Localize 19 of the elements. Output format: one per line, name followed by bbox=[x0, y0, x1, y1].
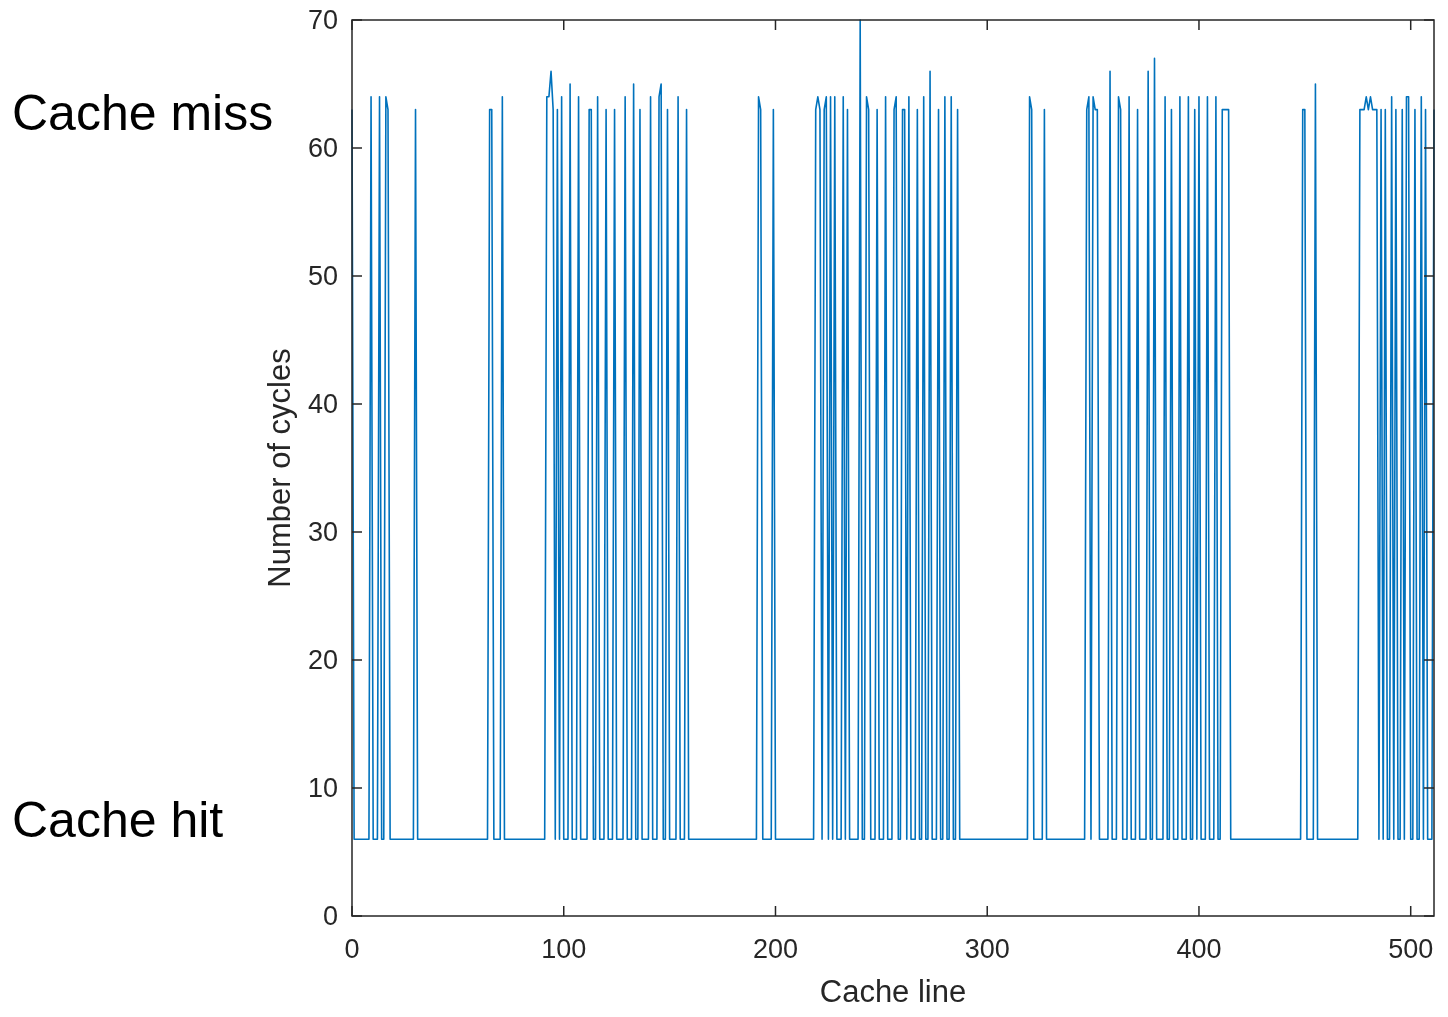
y-axis-title: Number of cycles bbox=[262, 348, 297, 588]
text: Cache hit bbox=[12, 791, 224, 848]
y-tick-label: 70 bbox=[307, 5, 338, 36]
y-tick-label: 50 bbox=[307, 261, 338, 292]
y-tick-label: 60 bbox=[307, 133, 338, 164]
x-tick-label: 100 bbox=[541, 934, 587, 964]
x-tick-label: 300 bbox=[964, 934, 1010, 964]
y-tick-label: 0 bbox=[322, 901, 338, 932]
x-tick-label: 0 bbox=[344, 934, 360, 964]
x-tick-label: 500 bbox=[1388, 934, 1434, 964]
x-tick-label: 400 bbox=[1176, 934, 1222, 964]
line-series bbox=[351, 19, 1435, 840]
y-tick-label: 30 bbox=[307, 517, 338, 548]
y-tick-label: 10 bbox=[307, 773, 338, 804]
y-tick-label: 40 bbox=[307, 389, 338, 420]
x-axis-title: Cache line bbox=[819, 974, 967, 1009]
y-tick-label: 20 bbox=[307, 645, 338, 676]
text: Cache miss bbox=[12, 84, 274, 141]
x-tick-label: 200 bbox=[752, 934, 799, 964]
